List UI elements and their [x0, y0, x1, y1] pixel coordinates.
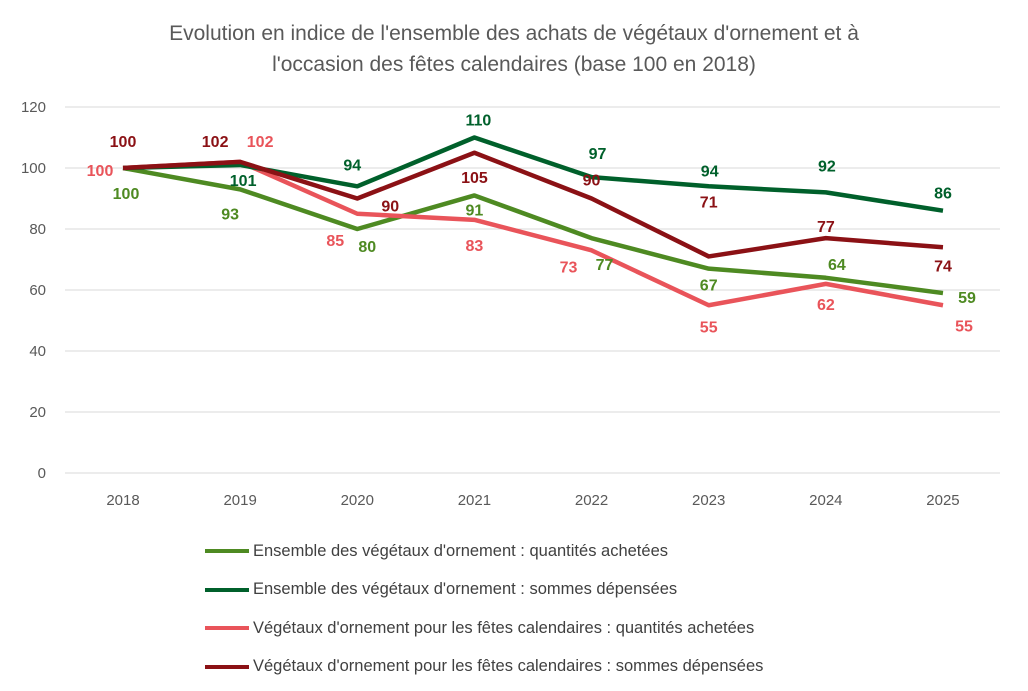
data-label: 55 [700, 319, 718, 336]
x-tick-label: 2021 [458, 492, 491, 509]
legend-swatch [205, 626, 249, 631]
x-tick-label: 2025 [926, 492, 959, 509]
series-line [122, 165, 944, 296]
data-label: 100 [113, 186, 140, 203]
y-tick-label: 60 [29, 282, 46, 299]
data-label: 86 [934, 186, 952, 203]
legend-label: Ensemble des végétaux d'ornement : quant… [253, 541, 668, 560]
x-tick-label: 2023 [692, 492, 725, 509]
legend-swatch [205, 587, 249, 592]
chart-title-line-2: l'occasion des fêtes calendaires (base 1… [272, 53, 756, 76]
chart-title-line-1: Evolution en indice de l'ensemble des ac… [169, 22, 859, 45]
data-label: 77 [596, 257, 614, 274]
data-label: 102 [202, 134, 229, 151]
legend-label: Végétaux d'ornement pour les fêtes calen… [253, 657, 764, 676]
data-label: 102 [247, 134, 274, 151]
y-tick-label: 100 [21, 160, 46, 177]
legend-item: Végétaux d'ornement pour les fêtes calen… [205, 648, 763, 687]
data-label: 93 [221, 206, 239, 223]
data-label: 91 [466, 202, 484, 219]
data-label: 110 [466, 113, 492, 130]
data-label: 80 [358, 239, 376, 256]
data-label: 59 [958, 290, 976, 307]
data-label: 83 [466, 238, 484, 255]
series-line [122, 150, 944, 259]
data-label: 73 [560, 259, 578, 276]
y-tick-label: 120 [21, 99, 46, 116]
x-tick-label: 2020 [341, 492, 374, 509]
data-label: 100 [110, 134, 137, 151]
legend-item: Ensemble des végétaux d'ornement : quant… [205, 532, 763, 571]
data-label: 90 [583, 173, 601, 190]
legend-swatch [205, 549, 249, 554]
x-tick-label: 2018 [106, 492, 139, 509]
data-label: 67 [700, 278, 718, 295]
data-label: 85 [326, 233, 344, 250]
data-label: 100 [87, 163, 114, 180]
data-label: 105 [461, 170, 488, 187]
y-tick-label: 20 [29, 404, 46, 421]
data-label: 101 [230, 173, 257, 190]
data-label: 62 [817, 297, 835, 314]
legend-item: Ensemble des végétaux d'ornement : somme… [205, 571, 763, 610]
chart-title: Evolution en indice de l'ensemble des ac… [0, 18, 1028, 80]
data-label: 90 [381, 199, 399, 216]
data-label: 55 [955, 318, 973, 335]
data-label: 74 [934, 258, 952, 275]
legend-label: Ensemble des végétaux d'ornement : somme… [253, 580, 678, 599]
legend: Ensemble des végétaux d'ornement : quant… [205, 532, 763, 686]
y-tick-label: 80 [29, 221, 46, 238]
x-tick-label: 2022 [575, 492, 608, 509]
data-label: 94 [701, 163, 719, 180]
legend-swatch [205, 664, 249, 669]
data-label: 97 [589, 146, 607, 163]
data-label: 71 [700, 194, 718, 211]
y-tick-label: 0 [38, 465, 46, 482]
x-tick-label: 2019 [223, 492, 256, 509]
data-label: 64 [828, 257, 846, 274]
x-tick-label: 2024 [809, 492, 842, 509]
data-label: 77 [817, 219, 835, 236]
data-label: 94 [343, 157, 361, 174]
legend-label: Végétaux d'ornement pour les fêtes calen… [253, 618, 755, 637]
y-tick-label: 40 [29, 343, 46, 360]
legend-item: Végétaux d'ornement pour les fêtes calen… [205, 609, 763, 648]
data-label: 92 [818, 158, 836, 175]
